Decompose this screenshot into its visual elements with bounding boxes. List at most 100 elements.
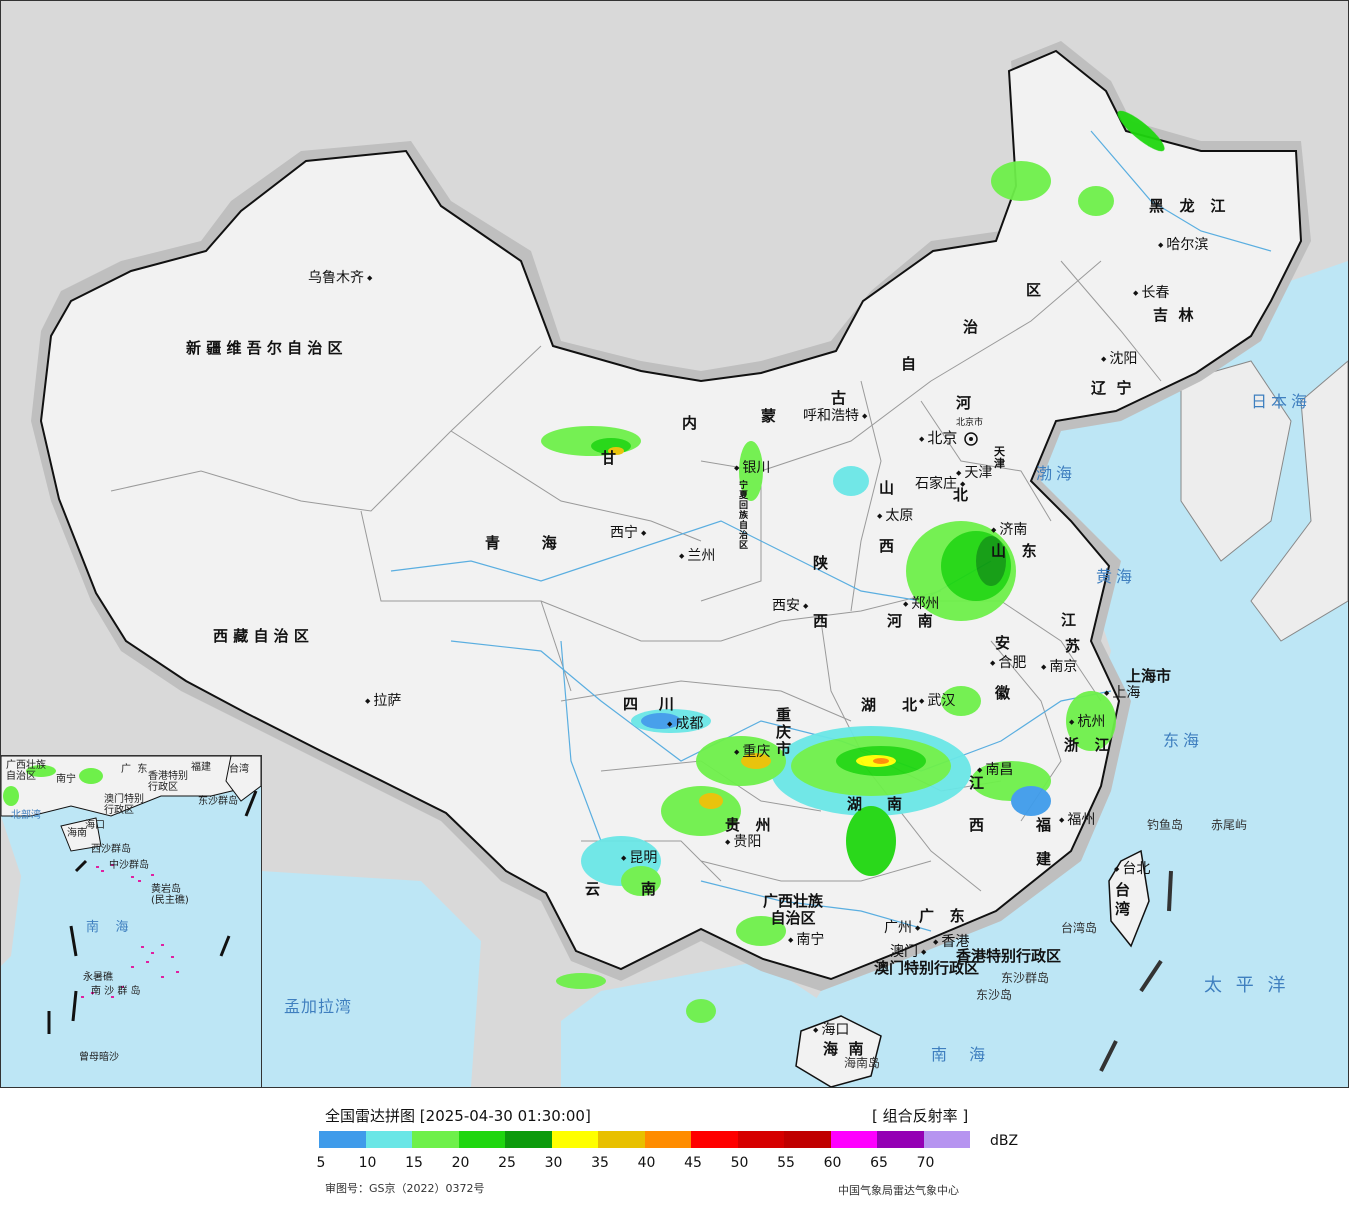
province-meng: 蒙 (761, 407, 777, 425)
sea-yellow: 黄海 (1096, 567, 1137, 586)
province-fujian-fu: 福 (1036, 816, 1052, 834)
inset-beibu: 北部湾 (11, 810, 41, 821)
inset-guangdong: 广 东 (121, 764, 148, 775)
city-jinan: 济南 (991, 523, 1027, 537)
inset-huangyan: 黄岩岛 (民主礁) (151, 884, 189, 906)
province-zhejiang: 浙 江 (1064, 736, 1110, 754)
province-heilongjiang: 黑 龙 江 (1149, 197, 1226, 215)
city-kunming: 昆明 (621, 851, 657, 865)
city-shijiazhuang: 石家庄 (915, 477, 965, 491)
inset-guangxi: 广西壮族 自治区 (6, 760, 46, 782)
map-title: 全国雷达拼图 [2025-04-30 01:30:00] (325, 1105, 591, 1126)
city-guiyang: 贵阳 (725, 835, 761, 849)
island-hainan: 海南岛 (844, 1056, 881, 1070)
japan (1250, 360, 1348, 642)
scale-tick-label: 20 (451, 1155, 470, 1171)
sea-bohai: 渤海 (1036, 464, 1077, 483)
province-tianjin: 天 津 (994, 445, 1005, 470)
inset-zhongsha: 中沙群岛 (109, 860, 149, 871)
province-gu: 古 (831, 389, 847, 407)
scale-tick-label: 70 (916, 1155, 935, 1171)
province-gansu: 甘 (601, 449, 617, 467)
scale-tick-label: 45 (684, 1155, 702, 1171)
city-lanzhou: 兰州 (679, 549, 715, 563)
radar-map: 新 疆 维 吾 尔 自 治 区 西 藏 自 治 区 青 海 甘 内 蒙 古 自 … (0, 0, 1349, 1088)
city-nanjing: 南京 (1041, 660, 1077, 674)
city-macau: 澳门 (890, 945, 926, 959)
province-hk: 香港特别行政区 (956, 947, 1062, 965)
color-swatch (784, 1131, 831, 1148)
korea-japan (1180, 360, 1292, 562)
city-chengdu: 成都 (667, 717, 703, 731)
island-dongsha-islands: 东沙群岛 (1001, 971, 1050, 985)
province-macau: 澳门特别行政区 (874, 959, 980, 977)
beijing-marker (964, 432, 978, 446)
sea-pacific: 太 平 洋 (1204, 975, 1290, 996)
province-jiangxi-xi: 西 (969, 816, 985, 834)
color-swatch (551, 1131, 598, 1148)
province-hunan-nan: 南 (887, 795, 903, 813)
city-hangzhou: 杭州 (1069, 715, 1105, 729)
city-taiyuan: 太原 (877, 509, 913, 523)
city-hongkong: 香港 (933, 935, 969, 949)
province-hainan: 海 南 (823, 1040, 864, 1058)
province-anhui-an: 安 (995, 634, 1011, 652)
province-shaanxi-shan: 陕 (813, 554, 829, 572)
province-hunan-hu: 湖 (847, 795, 863, 813)
color-swatch (365, 1131, 412, 1148)
province-anhui-hui: 徽 (995, 684, 1011, 702)
island-diaoyu: 钓鱼岛 (1147, 818, 1184, 832)
city-xining: 西宁 (610, 526, 646, 540)
city-haikou: 海口 (813, 1023, 849, 1037)
city-beijing: 北京 (919, 431, 957, 446)
south-china-sea-inset: 广西壮族 自治区 广 东 福建 台湾 南宁 香港特别 行政区 澳门特别 行政区 … (1, 755, 262, 1087)
province-sichuan: 四 川 (623, 695, 674, 713)
province-shaanxi-xi: 西 (813, 612, 829, 630)
province-liaoning: 辽 宁 (1091, 379, 1132, 397)
inset-haikou: 海口 (85, 820, 105, 831)
city-shanghai: 上海 (1104, 686, 1140, 700)
scale-tick-label: 60 (823, 1155, 842, 1171)
city-fuzhou: 福州 (1059, 813, 1095, 827)
province-shanghai: 上海市 (1126, 667, 1172, 685)
color-swatch (691, 1131, 738, 1148)
inset-hainan: 海南 (67, 828, 87, 839)
province-guizhou: 贵 州 (725, 816, 771, 834)
province-chongqing: 重 庆 市 (776, 706, 792, 758)
city-tianjin: 天津 (956, 466, 992, 480)
province-henan: 河 南 (887, 612, 933, 630)
province-guangxi: 广西壮族 自治区 (763, 892, 824, 927)
scale-tick-label: 40 (637, 1155, 656, 1171)
scale-tick-label: 50 (730, 1155, 749, 1171)
province-jilin: 吉 林 (1153, 306, 1194, 324)
city-nanning: 南宁 (788, 933, 824, 947)
province-yunnan-yun: 云 (585, 880, 601, 898)
color-swatch (737, 1131, 784, 1148)
city-beijing-small: 北京市 (956, 418, 984, 428)
scale-tick-label: 35 (591, 1155, 609, 1171)
province-qu: 区 (1026, 281, 1042, 299)
city-chongqing: 重庆 (734, 745, 770, 759)
city-shenyang: 沈阳 (1101, 352, 1137, 366)
color-swatch (877, 1131, 924, 1148)
maritime-dashes (1099, 870, 1173, 1072)
scale-tick-label: 65 (870, 1155, 888, 1171)
inset-basemap (1, 756, 261, 1034)
province-jiangsu-jiang: 江 (1061, 611, 1077, 629)
scale-tick-label: 5 (316, 1155, 326, 1171)
province-nei: 内 (682, 414, 698, 432)
island-taiwan: 台湾岛 (1061, 921, 1098, 935)
province-fujian-jian: 建 (1036, 850, 1052, 868)
province-tibet: 西 藏 自 治 区 (213, 627, 309, 645)
province-xinjiang: 新 疆 维 吾 尔 自 治 区 (186, 339, 343, 357)
color-swatch (598, 1131, 645, 1148)
product-label: [ 组合反射率 ] (872, 1107, 969, 1125)
city-xian: 西安 (772, 599, 808, 613)
inset-zengmu: 曾母暗沙 (79, 1052, 119, 1063)
scale-tick-label: 55 (777, 1155, 795, 1171)
inset-fujian: 福建 (191, 762, 211, 773)
province-zi: 自 (901, 355, 917, 373)
city-guangzhou: 广州 (884, 921, 920, 935)
province-hubei: 湖 北 (861, 696, 918, 714)
ocean-south (561, 961, 821, 1087)
